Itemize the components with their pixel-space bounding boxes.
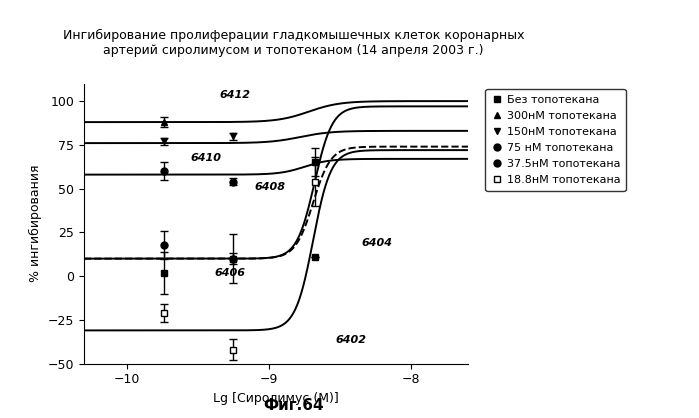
Text: 6408: 6408 [254,182,286,192]
Y-axis label: % ингибирования: % ингибирования [29,165,42,283]
Text: 6410: 6410 [191,153,222,163]
X-axis label: Lg [Сиролимус (М)]: Lg [Сиролимус (М)] [213,392,339,405]
Text: 6412: 6412 [219,89,250,99]
Text: 6402: 6402 [336,335,367,345]
Text: 6404: 6404 [361,238,393,248]
Text: Фиг.64: Фиг.64 [264,398,324,413]
Legend: Без топотекана, 300нМ топотекана, 150нМ топотекана, 75 нМ топотекана, 37.5нМ топ: Без топотекана, 300нМ топотекана, 150нМ … [485,89,626,191]
Text: Ингибирование пролиферации гладкомышечных клеток коронарных
артерий сиролимусом : Ингибирование пролиферации гладкомышечны… [63,29,524,57]
Text: 6406: 6406 [215,268,246,278]
